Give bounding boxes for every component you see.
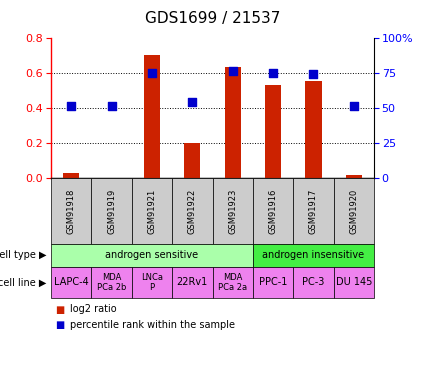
Text: MDA
PCa 2b: MDA PCa 2b: [97, 273, 126, 292]
Point: [229, 68, 236, 74]
Bar: [63, 173, 79, 178]
Bar: [224, 68, 241, 178]
Text: androgen insensitive: androgen insensitive: [262, 251, 365, 260]
Point: [269, 70, 276, 76]
Text: ■: ■: [55, 320, 65, 330]
Text: GSM91916: GSM91916: [269, 188, 278, 234]
Point: [189, 99, 196, 105]
Text: androgen sensitive: androgen sensitive: [105, 251, 198, 260]
Point: [108, 104, 115, 110]
Text: GSM91917: GSM91917: [309, 188, 318, 234]
Bar: [184, 143, 200, 178]
Text: 22Rv1: 22Rv1: [177, 278, 208, 287]
Bar: [144, 55, 160, 178]
Text: MDA
PCa 2a: MDA PCa 2a: [218, 273, 247, 292]
Text: GSM91923: GSM91923: [228, 188, 237, 234]
Text: DU 145: DU 145: [336, 278, 372, 287]
Text: GDS1699 / 21537: GDS1699 / 21537: [145, 11, 280, 26]
Text: GSM91918: GSM91918: [67, 188, 76, 234]
Text: percentile rank within the sample: percentile rank within the sample: [70, 320, 235, 330]
Text: ■: ■: [55, 304, 65, 315]
Point: [148, 70, 155, 76]
Text: GSM91919: GSM91919: [107, 188, 116, 234]
Text: cell type ▶: cell type ▶: [0, 251, 47, 260]
Text: LAPC-4: LAPC-4: [54, 278, 88, 287]
Point: [350, 104, 357, 110]
Text: log2 ratio: log2 ratio: [70, 304, 117, 315]
Text: LNCa
P: LNCa P: [141, 273, 163, 292]
Text: cell line ▶: cell line ▶: [0, 278, 47, 287]
Text: GSM91920: GSM91920: [349, 188, 358, 234]
Bar: [305, 81, 321, 178]
Bar: [346, 175, 362, 178]
Text: PPC-1: PPC-1: [259, 278, 287, 287]
Point: [310, 71, 317, 77]
Point: [68, 104, 75, 110]
Text: GSM91922: GSM91922: [188, 188, 197, 234]
Text: PC-3: PC-3: [302, 278, 325, 287]
Text: GSM91921: GSM91921: [147, 188, 156, 234]
Bar: [265, 85, 281, 178]
